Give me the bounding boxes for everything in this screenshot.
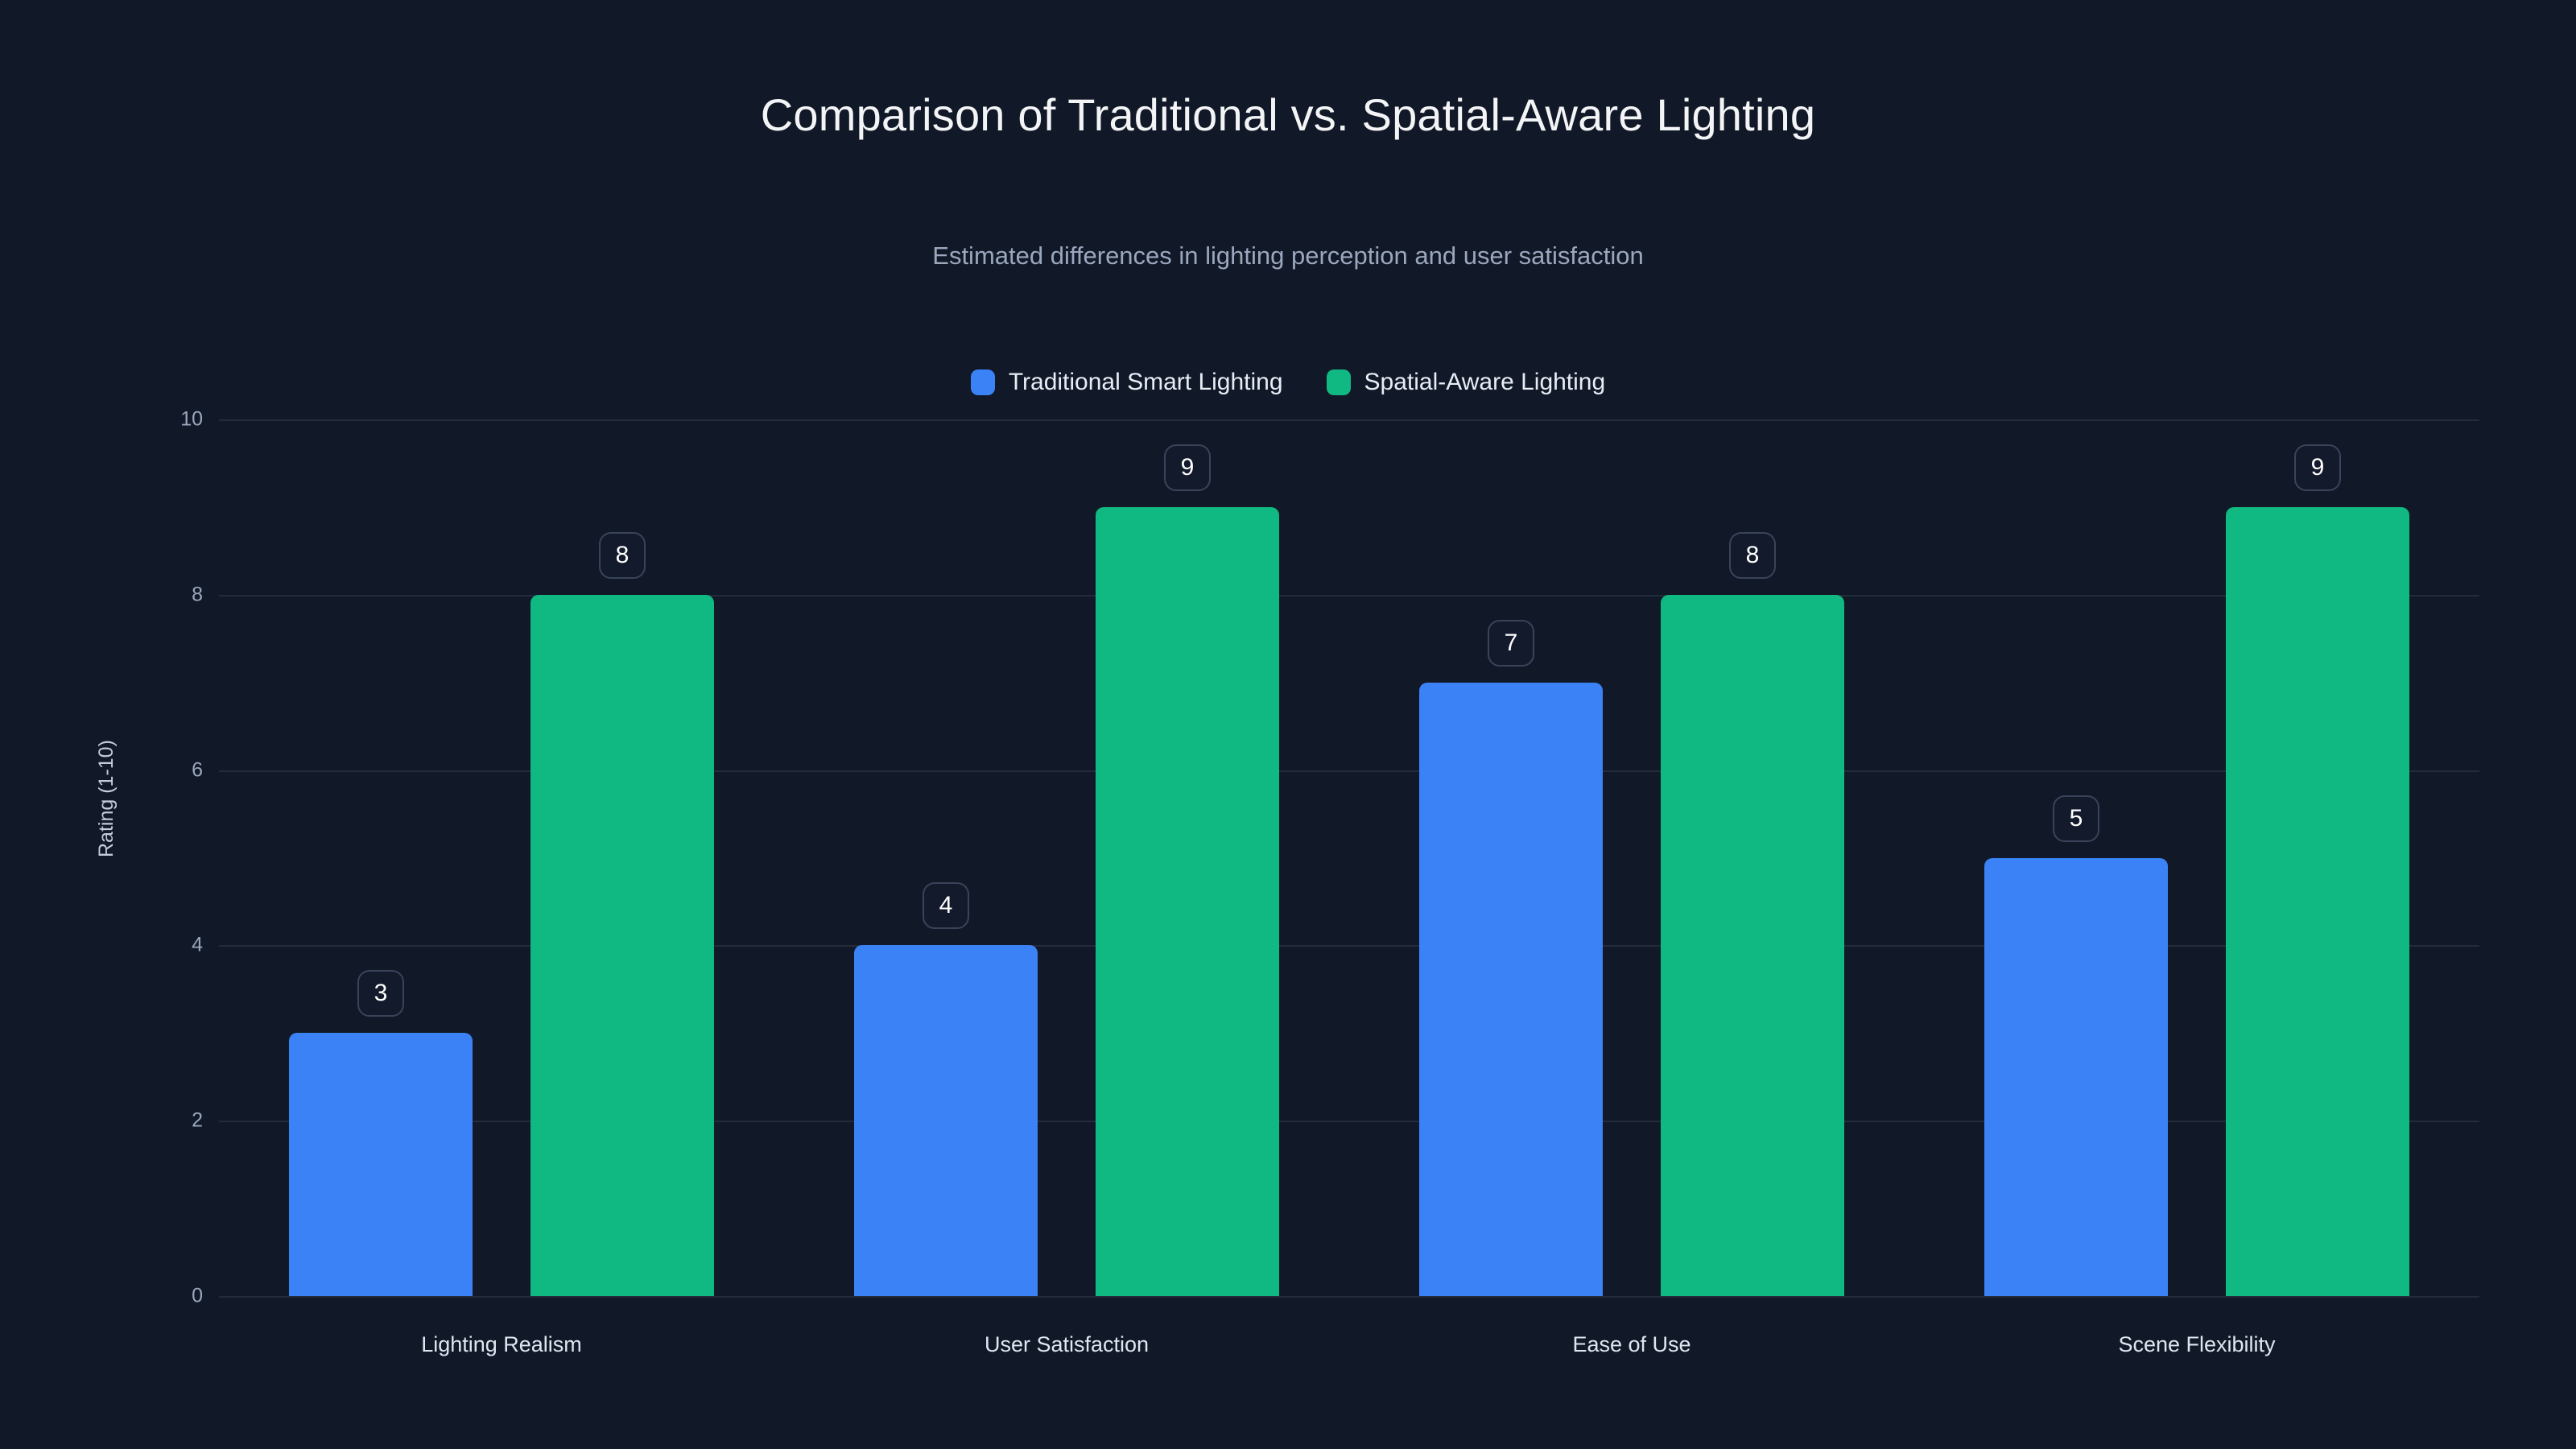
bar-value-badge: 7 [1488,619,1534,667]
bar-value-badge: 3 [357,970,404,1018]
chart-subtitle: Estimated differences in lighting percep… [932,242,1644,270]
legend-item-0[interactable]: Traditional Smart Lighting [970,369,1283,396]
legend-item-1[interactable]: Spatial-Aware Lighting [1326,369,1606,396]
gridline-y-4 [219,945,2479,947]
legend-swatch-1 [1326,369,1351,395]
bar[interactable] [854,945,1038,1296]
gridline-y-8 [219,594,2479,597]
legend-label-1: Spatial-Aware Lighting [1364,369,1606,395]
page-title: Comparison of Traditional vs. Spatial-Aw… [760,89,1816,140]
legend-swatch-0 [970,369,995,395]
x-axis-category-label: Ease of Use [1572,1332,1691,1356]
bar-value-badge: 4 [923,882,969,930]
x-axis-category-label: Lighting Realism [421,1332,582,1356]
y-tick-label-4: 4 [192,933,203,956]
bar[interactable] [1096,506,1279,1296]
bar[interactable] [1984,857,2168,1296]
y-tick-label-2: 2 [192,1108,203,1132]
chart-legend: Traditional Smart Lighting Spatial-Aware … [0,369,2576,396]
bar-value-badge: 9 [1164,444,1211,491]
y-axis-title: Rating (1-10) [95,740,118,857]
gridline-y-10 [219,419,2479,421]
bar[interactable] [1419,682,1603,1296]
bar-value-badge: 9 [2294,444,2341,491]
bar-value-badge: 5 [2053,795,2099,842]
legend-label-0: Traditional Smart Lighting [1008,369,1283,395]
gridline-y-0 [219,1296,2479,1298]
plot-area [219,419,2479,1298]
y-tick-label-10: 10 [180,407,203,431]
bar[interactable] [530,594,714,1296]
gridline-y-6 [219,770,2479,772]
gridline-y-2 [219,1121,2479,1123]
bar-value-badge: 8 [599,531,646,579]
bar[interactable] [1661,594,1844,1296]
y-tick-label-6: 6 [192,758,203,782]
bar-value-badge: 8 [1729,531,1776,579]
bar[interactable] [2226,506,2409,1296]
x-axis-category-label: Scene Flexibility [2118,1332,2276,1356]
x-axis-category-label: User Satisfaction [984,1332,1150,1356]
y-tick-label-0: 0 [192,1284,203,1307]
bar[interactable] [289,1033,473,1296]
y-tick-label-8: 8 [192,583,203,606]
